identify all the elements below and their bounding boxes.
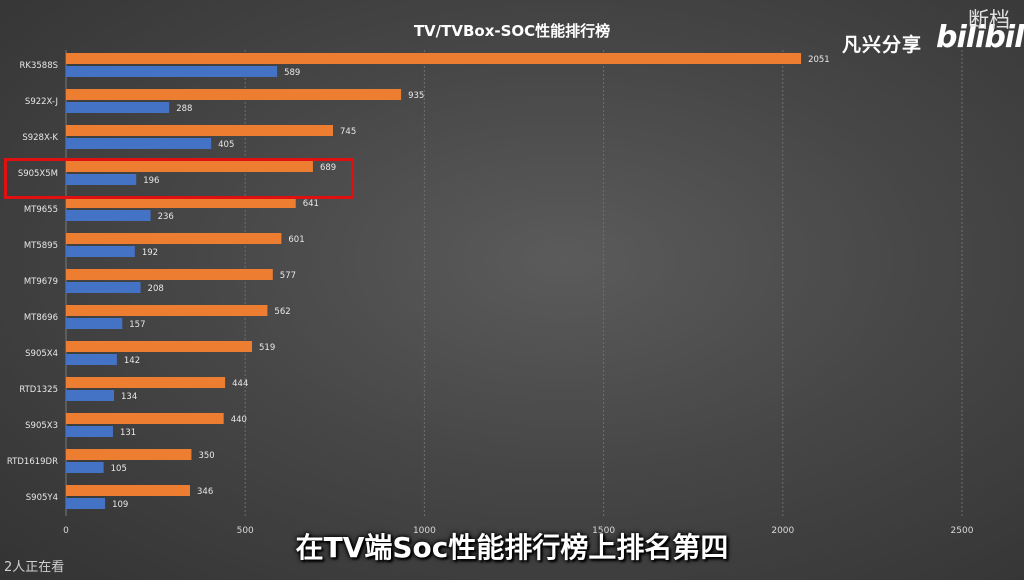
bar-series-b [66, 138, 212, 149]
bar-series-a [66, 413, 224, 424]
bar-series-a [66, 125, 334, 136]
data-label: 562 [274, 307, 290, 317]
data-label: 2051 [808, 55, 830, 65]
category-label: MT8696 [24, 313, 58, 323]
category-label: S922X-J [25, 97, 58, 107]
category-label: RK3588S [19, 61, 58, 71]
bar-series-b [66, 174, 137, 185]
bar-series-a [66, 269, 273, 280]
bar-series-b [66, 354, 117, 365]
data-label: 142 [124, 356, 140, 366]
corner-tag: 断档 [968, 8, 1010, 32]
bar-series-b [66, 390, 115, 401]
bar-series-b [66, 426, 113, 437]
data-label: 577 [280, 271, 296, 281]
data-label: 208 [148, 284, 164, 294]
data-label: 935 [408, 91, 424, 101]
data-label: 589 [284, 68, 300, 78]
bar-series-a [66, 341, 253, 352]
category-label: MT9679 [24, 277, 58, 287]
data-label: 109 [112, 500, 128, 510]
data-label: 350 [198, 451, 214, 461]
data-label: 405 [218, 140, 234, 150]
bar-series-a [66, 305, 268, 316]
category-label: MT5895 [24, 241, 58, 251]
viewer-count: 2人正在看 [4, 560, 65, 575]
category-label: RTD1619DR [7, 457, 58, 467]
data-label: 641 [303, 199, 319, 209]
video-subtitle: 在TV端Soc性能排行榜上排名第四 [295, 531, 729, 564]
chart-title: TV/TVBox-SOC性能排行榜 [413, 22, 611, 40]
bar-series-b [66, 66, 278, 77]
data-label: 444 [232, 379, 248, 389]
bilibili-logo: bilibili [936, 20, 1024, 55]
bar-series-b [66, 210, 151, 221]
data-label: 440 [231, 415, 247, 425]
category-label: S905X3 [25, 421, 58, 431]
bar-series-b [66, 102, 170, 113]
data-label: 105 [111, 464, 127, 474]
bar-series-a [66, 161, 313, 172]
data-label: 134 [121, 392, 137, 402]
data-label: 346 [197, 487, 213, 497]
x-tick-label: 2000 [771, 526, 794, 536]
highlight-box-s905x5m [4, 158, 354, 199]
data-label: 157 [129, 320, 145, 330]
bar-series-a [66, 89, 402, 100]
bar-series-b [66, 462, 104, 473]
x-tick-label: 2500 [951, 526, 974, 536]
data-label: 192 [142, 248, 158, 258]
bar-series-b [66, 246, 135, 257]
data-label: 236 [158, 212, 174, 222]
bar-series-b [66, 498, 106, 509]
bar-series-a [66, 53, 802, 64]
bar-series-a [66, 233, 282, 244]
x-tick-label: 0 [63, 526, 69, 536]
x-tick-label: 500 [237, 526, 254, 536]
data-label: 745 [340, 127, 356, 137]
data-label: 131 [120, 428, 136, 438]
bar-series-a [66, 377, 226, 388]
data-label: 288 [176, 104, 192, 114]
data-label: 519 [259, 343, 275, 353]
x-tick-label: 1500 [592, 526, 615, 536]
category-label: MT9655 [24, 205, 58, 215]
x-tick-label: 1000 [413, 526, 436, 536]
data-label: 601 [288, 235, 304, 245]
bar-series-b [66, 282, 141, 293]
bar-series-a [66, 485, 191, 496]
category-label: S928X-K [22, 133, 58, 143]
category-label: S905Y4 [26, 493, 58, 503]
bar-series-a [66, 449, 192, 460]
category-label: S905X4 [25, 349, 58, 359]
category-label: RTD1325 [19, 385, 58, 395]
bar-series-a [66, 197, 296, 208]
channel-watermark: 凡兴分享 [842, 34, 923, 56]
bar-series-b [66, 318, 123, 329]
data-label: 689 [320, 163, 336, 173]
category-label: S905X5M [18, 169, 58, 179]
data-label: 196 [143, 176, 159, 186]
